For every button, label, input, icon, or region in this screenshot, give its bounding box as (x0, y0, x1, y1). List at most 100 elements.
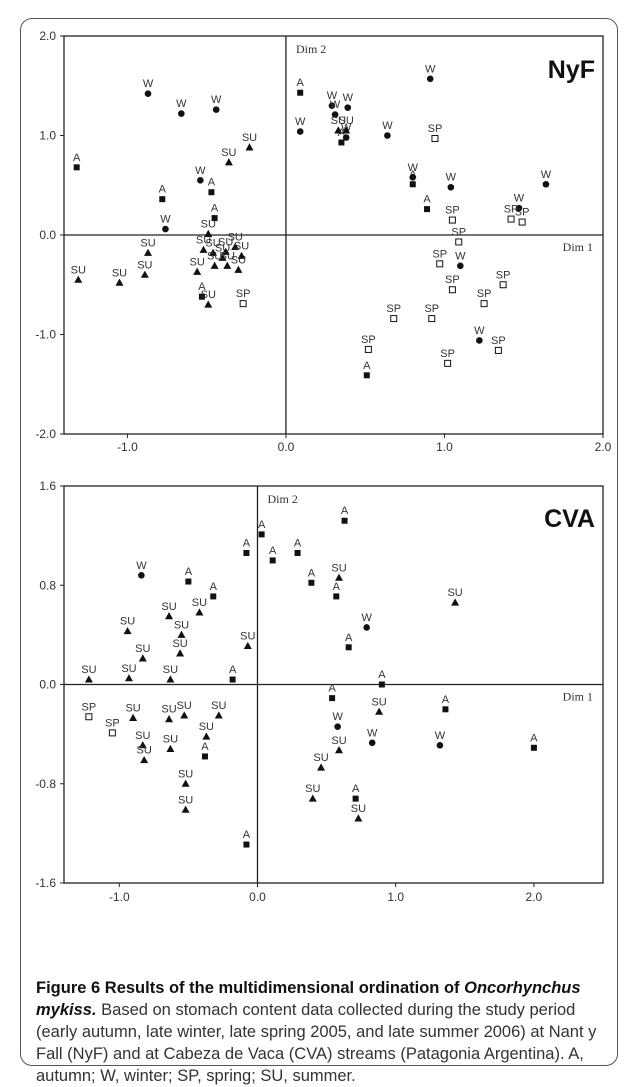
data-point-su: SU (305, 783, 320, 802)
point-label: W (195, 165, 206, 177)
point-label: SU (207, 250, 222, 262)
point-label: SP (432, 248, 447, 260)
data-point-sp: SP (432, 248, 447, 268)
marker-triangle (335, 573, 344, 581)
data-point-a: A (258, 519, 266, 538)
marker-square (294, 549, 301, 556)
point-label: A (530, 732, 538, 744)
data-point-w: W (136, 560, 147, 579)
data-point-w: W (327, 90, 338, 109)
point-label: SP (491, 335, 506, 347)
data-point-sp: SP (105, 717, 120, 737)
y-tick-label: -2.0 (35, 427, 56, 441)
marker-square (243, 549, 250, 556)
marker-triangle (74, 275, 83, 283)
marker-triangle (129, 713, 138, 721)
marker-square (363, 372, 370, 379)
point-label: W (382, 120, 393, 132)
point-label: SU (351, 803, 366, 815)
point-label: SU (178, 768, 193, 780)
marker-open-square (428, 315, 436, 323)
point-label: SU (234, 240, 249, 252)
data-point-a: A (185, 566, 193, 585)
marker-circle (542, 180, 550, 188)
marker-triangle (177, 630, 186, 638)
point-label: W (474, 325, 485, 337)
marker-triangle (84, 675, 93, 683)
data-point-su: SU (178, 768, 193, 787)
point-label: SU (305, 783, 320, 795)
marker-triangle (140, 270, 149, 278)
marker-square (341, 517, 348, 524)
point-label: SU (163, 664, 178, 676)
data-point-w: W (367, 727, 378, 747)
marker-open-square (390, 315, 398, 323)
data-point-a: A (229, 664, 237, 683)
figure-svg: 2.0 1.0 0.0 -1.0 -2.0 -1.0 0.0 1.0 2.0 Dim 2 Dim 1… (35, 29, 611, 904)
point-label: SU (331, 562, 346, 574)
point-label: A (201, 741, 209, 753)
marker-square (409, 181, 416, 188)
data-point-sp: SP (496, 269, 510, 289)
data-point-su: SU (351, 803, 366, 822)
data-point-su: SU (447, 587, 463, 606)
marker-circle (212, 106, 220, 113)
point-label: SP (515, 207, 530, 219)
caption-body: Based on stomach content data collected … (36, 1001, 597, 1085)
marker-triangle (354, 814, 363, 822)
y-tick-label: 2.0 (39, 29, 56, 43)
marker-open-square (499, 281, 507, 289)
marker-circle (368, 739, 376, 747)
chart-nyf: 2.0 1.0 0.0 -1.0 -2.0 -1.0 0.0 1.0 2.0 Dim 2 Dim 1… (35, 29, 611, 454)
data-point-w: W (455, 250, 466, 270)
data-point-su: SU (242, 132, 257, 151)
data-point-w: W (176, 98, 187, 117)
x-tick-label: 0.0 (249, 890, 266, 904)
data-point-w: W (408, 162, 419, 181)
y-tick-label: -1.6 (35, 876, 56, 890)
data-point-su: SU (207, 250, 222, 269)
marker-triangle (335, 746, 344, 754)
point-label: W (541, 169, 552, 181)
marker-circle (457, 262, 464, 270)
data-point-a: A (208, 177, 216, 196)
point-label: SU (447, 587, 462, 599)
point-label: SU (178, 794, 193, 806)
point-label: SP (424, 303, 439, 315)
data-point-w: W (295, 116, 306, 135)
x-tick-label: 0.0 (278, 440, 295, 454)
data-point-su: SU (199, 721, 214, 740)
point-label: SU (137, 259, 152, 271)
marker-triangle (223, 261, 232, 269)
y-tick-label: -0.8 (35, 777, 56, 791)
marker-square (333, 593, 340, 600)
marker-open-square (364, 345, 372, 353)
marker-triangle (224, 158, 233, 166)
marker-triangle (243, 641, 252, 650)
point-label: A (243, 829, 251, 841)
point-label: SU (331, 115, 346, 127)
data-point-a: A (198, 281, 206, 300)
data-point-su: SU (220, 250, 235, 269)
data-point-a: A (243, 537, 251, 556)
marker-triangle (218, 253, 227, 261)
marker-circle (162, 225, 169, 233)
data-point-a: A (328, 683, 336, 702)
data-point-sp: SP (428, 123, 442, 142)
dim2-label: Dim 2 (296, 42, 326, 56)
point-label: SU (172, 638, 187, 650)
data-point-su: SU (240, 631, 256, 650)
point-label: SU (161, 704, 176, 716)
marker-triangle (210, 261, 219, 269)
point-label: A (328, 683, 336, 695)
caption-species: Oncorhynchus mykiss. (36, 979, 581, 1019)
point-label: W (332, 711, 343, 723)
point-label: A (243, 537, 251, 549)
point-label: SP (445, 205, 460, 217)
point-label: SU (339, 115, 354, 127)
point-label: SU (71, 264, 86, 276)
marker-square (243, 841, 250, 848)
data-point-a: A (269, 545, 277, 564)
marker-square (210, 593, 217, 600)
point-label: SU (218, 236, 233, 248)
